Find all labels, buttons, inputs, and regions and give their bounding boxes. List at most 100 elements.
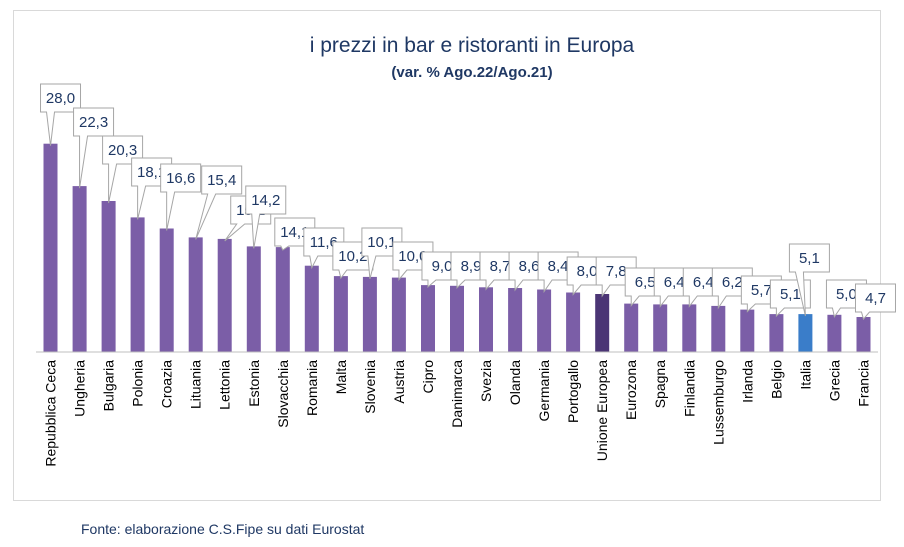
- bar-unione-europea: [595, 294, 610, 352]
- data-label-text: 28,0: [46, 90, 75, 107]
- data-label-estonia: 14,2: [245, 185, 287, 249]
- bar-croazia: [159, 228, 174, 352]
- tick-label-lettonia: Lettonia: [217, 360, 233, 410]
- tick-label-cipro: Cipro: [420, 360, 436, 394]
- tick-label-malta: Malta: [333, 360, 349, 394]
- tick-label-danimarca: Danimarca: [449, 360, 465, 428]
- bar-bulgaria: [101, 201, 116, 352]
- tick-label-belgio: Belgio: [768, 360, 784, 399]
- bar-belgio: [769, 314, 784, 352]
- tick-label-croazia: Croazia: [159, 360, 175, 408]
- data-label-text: 8,9: [461, 258, 482, 275]
- data-label-text: 6,4: [693, 274, 714, 291]
- bar-eurozona: [624, 303, 639, 352]
- data-label-repubblica-ceca: 28,0: [40, 83, 82, 146]
- bar-cipro: [421, 285, 435, 352]
- bar-finlandia: [682, 304, 697, 352]
- tick-label-slovacchia: Slovacchia: [275, 360, 291, 428]
- data-label-text: 4,7: [865, 290, 886, 307]
- tick-label-polonia: Polonia: [130, 360, 146, 407]
- bar-grecia: [827, 314, 842, 352]
- bar-lussemburgo: [711, 305, 726, 352]
- data-label-text: 15,4: [207, 172, 236, 189]
- data-label-text: 8,7: [490, 258, 511, 275]
- data-label-romania: 11,6: [303, 227, 345, 270]
- chart-subtitle: (var. % Ago.22/Ago.21): [391, 64, 552, 81]
- data-label-text: 14,2: [251, 192, 280, 209]
- bar-estonia: [246, 246, 261, 352]
- tick-label-svezia: Svezia: [478, 360, 494, 402]
- tick-label-italia: Italia: [797, 360, 813, 390]
- data-label-text: 16,6: [166, 170, 195, 187]
- tick-label-slovenia: Slovenia: [362, 360, 378, 414]
- data-label-text: 10,1: [367, 234, 396, 251]
- bar-repubblica-ceca: [43, 143, 58, 352]
- data-label-text: 8,6: [519, 258, 540, 275]
- data-label-text: 5,7: [751, 282, 772, 299]
- data-label-text: 9,0: [432, 258, 453, 275]
- bar-italia: [798, 314, 813, 352]
- tick-label-irlanda: Irlanda: [739, 360, 755, 403]
- data-label-text: 18,1: [137, 164, 166, 181]
- data-label-text: 11,6: [310, 234, 338, 251]
- bar-danimarca: [450, 285, 464, 352]
- tick-label-bulgaria: Bulgaria: [101, 360, 117, 412]
- bar-svezia: [479, 287, 493, 352]
- bar-ungheria: [72, 186, 87, 352]
- source-note: Fonte: elaborazione C.S.Fipe su dati Eur…: [81, 521, 365, 537]
- data-label-italia: 5,1: [788, 243, 830, 317]
- data-label-text: 10,0: [398, 248, 427, 265]
- data-label-slovenia: 10,1: [361, 227, 403, 279]
- bar-romania: [304, 265, 319, 352]
- data-label-text: 8,4: [548, 258, 569, 275]
- ticks-layer: Repubblica Ceca Ungheria Bulgaria Polonia Cr…: [43, 360, 872, 467]
- bar-portogallo: [566, 292, 581, 352]
- tick-label-repubblica-ceca: Repubblica Ceca: [43, 360, 59, 467]
- callouts-layer: 28,022,320,318,116,615,415,214,214,111,6…: [40, 83, 896, 321]
- data-label-text: 14,1: [280, 224, 309, 241]
- tick-label-francia: Francia: [856, 360, 872, 407]
- data-label-text: 6,5: [635, 274, 656, 291]
- bar-olanda: [508, 288, 523, 352]
- tick-label-olanda: Olanda: [507, 360, 523, 405]
- data-label-lituania: 15,4: [195, 165, 243, 240]
- bar-polonia: [130, 217, 145, 352]
- tick-label-unione-europea: Unione Europea: [594, 360, 610, 461]
- data-label-croazia: 16,6: [160, 163, 202, 231]
- tick-label-estonia: Estonia: [246, 360, 262, 407]
- tick-label-lituania: Lituania: [188, 360, 204, 409]
- tick-label-romania: Romania: [304, 360, 320, 416]
- bar-malta: [333, 276, 348, 352]
- data-label-text: 8,0: [577, 263, 598, 280]
- tick-label-lussemburgo: Lussemburgo: [710, 360, 726, 445]
- bar-francia: [856, 317, 871, 352]
- data-label-text: 10,2: [338, 248, 367, 265]
- tick-label-spagna: Spagna: [652, 360, 668, 408]
- data-label-text: 22,3: [79, 114, 108, 131]
- data-label-text: 20,3: [108, 142, 137, 159]
- tick-label-grecia: Grecia: [826, 360, 842, 401]
- bar-slovenia: [362, 276, 377, 352]
- tick-label-eurozona: Eurozona: [623, 360, 639, 420]
- data-label-bulgaria: 20,3: [102, 135, 144, 204]
- bar-lituania: [188, 237, 203, 352]
- chart-title: i prezzi in bar e ristoranti in Europa: [310, 34, 635, 57]
- data-label-text: 7,8: [606, 263, 627, 280]
- tick-label-finlandia: Finlandia: [681, 360, 697, 417]
- data-label-text: 5,1: [799, 250, 820, 267]
- bars-layer: [43, 143, 871, 352]
- bar-lettonia: [217, 238, 232, 352]
- tick-label-ungheria: Ungheria: [72, 360, 88, 417]
- data-label-austria: 10,0: [392, 241, 434, 281]
- tick-label-austria: Austria: [391, 360, 407, 404]
- bar-spagna: [653, 304, 668, 352]
- bar-slovacchia: [275, 247, 290, 352]
- bar-germania: [537, 289, 552, 352]
- data-label-text: 5,1: [780, 286, 801, 303]
- bar-austria: [391, 277, 406, 352]
- data-label-text: 6,4: [664, 274, 685, 291]
- data-label-unione-europea: 7,8: [595, 256, 637, 298]
- data-label-text: 6,2: [722, 274, 743, 291]
- data-label-text: 5,0: [836, 286, 857, 303]
